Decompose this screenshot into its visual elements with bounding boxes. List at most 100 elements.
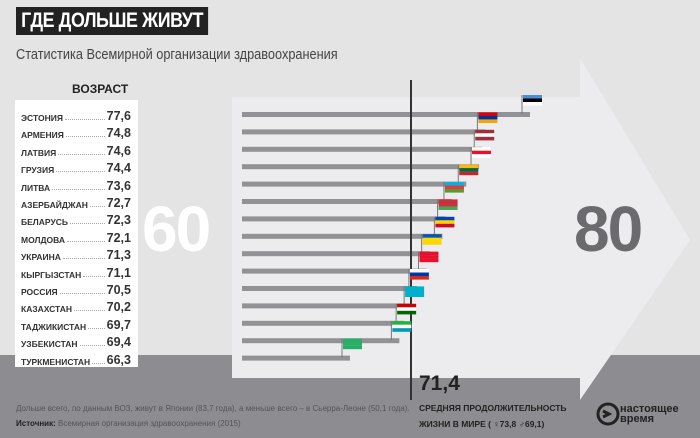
bar [242, 320, 405, 326]
logo-text-1: настоящее [620, 403, 679, 415]
country-name: ЛАТВИЯ [21, 147, 57, 158]
flag-icon [421, 234, 442, 254]
axis-start-label: 60 [142, 193, 211, 265]
country-value: 72,7 [106, 196, 131, 210]
flag-icon [417, 251, 439, 271]
country-value: 66,3 [106, 352, 131, 367]
country-name: МОЛДОВА [21, 234, 65, 245]
country-name: ЭСТОНИЯ [21, 113, 63, 123]
country-name: АЗЕРБАЙДЖАН [21, 200, 88, 210]
table-row: БЕЛАРУСЬ 72,3 [21, 211, 131, 227]
table-row: КЫРГЫЗСТАН 71,1 [21, 264, 131, 280]
flag-icon [476, 112, 498, 132]
dot-leader [58, 153, 105, 155]
bar [242, 146, 483, 152]
country-value: 77,6 [106, 109, 131, 123]
flag-icon [408, 269, 429, 288]
dot-leader [89, 206, 105, 207]
source-label: Источник: [16, 419, 56, 428]
table-row: ЛИТВА 73,6 [21, 177, 131, 193]
dot-leader [74, 310, 105, 312]
flag-icon [470, 147, 492, 167]
world-average-line [410, 80, 412, 400]
axis-end-label: 80 [574, 193, 643, 265]
country-value: 74,4 [106, 161, 131, 176]
country-name: УКРАИНА [21, 252, 61, 263]
flag-icon [437, 199, 458, 219]
dot-leader [59, 293, 105, 294]
dot-leader [79, 345, 105, 347]
flag-icon [473, 129, 495, 149]
flag-icon [390, 321, 412, 341]
dot-leader [88, 327, 105, 329]
table-row: УЗБЕКИСТАН 69,4 [21, 333, 131, 349]
country-name: АРМЕНИЯ [21, 130, 64, 141]
table-row: ГРУЗИЯ 74,4 [21, 159, 131, 175]
logo: настоящее время [596, 402, 690, 426]
country-name: КАЗАХСТАН [21, 304, 72, 315]
bar [242, 112, 530, 117]
country-value: 72,1 [106, 230, 131, 245]
dot-leader [65, 136, 105, 138]
source-text: Всемирная организация здравоохранения (2… [55, 419, 241, 428]
country-name: ТАДЖИКИСТАН [21, 321, 87, 332]
country-table: ЭСТОНИЯ 77,6 АРМЕНИЯ 74,8 ЛАТВИЯ 74,6 ГРУЗИЯ 74… [15, 100, 138, 367]
dot-leader [66, 240, 105, 242]
bar [242, 181, 467, 187]
table-heading: ВОЗРАСТ [72, 82, 129, 96]
dot-leader [92, 362, 105, 364]
country-value: 74,8 [106, 126, 131, 141]
country-name: РОССИЯ [21, 287, 58, 297]
country-name: ГРУЗИЯ [21, 165, 55, 176]
dot-leader [52, 188, 105, 190]
bar [242, 338, 400, 344]
flag-icon [395, 303, 417, 323]
page-title: ГДЕ ДОЛЬШЕ ЖИВУТ [16, 7, 209, 35]
bar [242, 233, 443, 239]
world-average-value: 71,4 [419, 372, 460, 395]
bar [242, 251, 430, 257]
flag-icon [457, 164, 479, 184]
flag-icon [433, 216, 455, 236]
dot-leader [64, 119, 105, 120]
country-name: ЛИТВА [21, 182, 51, 193]
dot-leader [56, 171, 105, 173]
country-value: 69,4 [106, 335, 131, 350]
dot-leader [69, 223, 105, 225]
flag-icon [403, 286, 425, 306]
country-name: УЗБЕКИСТАН [21, 339, 78, 350]
flag-icon [341, 338, 362, 358]
bar [242, 303, 413, 309]
page-subtitle: Статистика Всемирной организации здравоо… [16, 46, 338, 63]
table-row: ЭСТОНИЯ 77,6 [21, 107, 131, 123]
flag-icon [521, 95, 542, 114]
country-name: ТУРКМЕНИСТАН [21, 356, 91, 367]
dot-leader [62, 258, 105, 260]
country-value: 71,1 [106, 265, 131, 280]
world-average-caption-1: СРЕДНЯЯ ПРОДОЛЖИТЕЛЬНОСТЬ [419, 403, 567, 413]
bar [242, 164, 480, 170]
table-row: УКРАИНА 71,3 [21, 246, 131, 262]
table-row: ЛАТВИЯ 74,6 [21, 142, 131, 158]
country-value: 74,6 [106, 143, 131, 158]
logo-icon [596, 402, 620, 426]
table-row: КАЗАХСТАН 70,2 [21, 298, 131, 314]
bar [242, 199, 452, 204]
country-value: 71,3 [106, 248, 131, 263]
country-value: 72,3 [106, 213, 131, 228]
world-average-caption-2: ЖИЗНИ В МИРЕ ( ♀73,8 ♂69,1) [419, 419, 545, 429]
logo-text-2: время [620, 413, 655, 425]
bar [242, 355, 350, 361]
bar [242, 268, 427, 274]
country-value: 73,6 [106, 178, 131, 193]
flag-icon [443, 182, 464, 201]
table-row: МОЛДОВА 72,1 [21, 229, 131, 245]
country-value: 69,7 [106, 317, 131, 332]
footnote: Дольше всего, по данным ВОЗ, живут в Япо… [16, 404, 410, 413]
country-value: 70,5 [106, 283, 131, 297]
bar [242, 286, 417, 291]
bar [242, 216, 446, 222]
dot-leader [83, 275, 105, 277]
